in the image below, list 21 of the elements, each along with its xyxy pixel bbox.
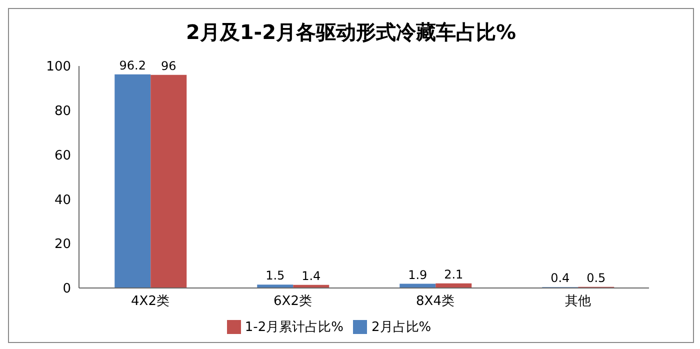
data-label: 2.1: [444, 267, 464, 282]
data-label: 0.5: [586, 270, 606, 285]
y-tick-label: 80: [54, 104, 71, 120]
data-label: 96: [160, 58, 176, 73]
x-tick-label: 4X2类: [131, 294, 170, 310]
legend-label: 1-2月累计占比%: [244, 320, 344, 335]
y-tick-label: 100: [46, 60, 71, 75]
x-tick-label: 8X4类: [416, 294, 454, 310]
legend-label: 2月占比%: [371, 320, 432, 335]
x-tick-label: 其他: [564, 294, 591, 310]
data-label: 1.4: [302, 268, 321, 283]
data-label: 0.4: [550, 271, 570, 286]
data-label: 96.2: [119, 58, 146, 72]
y-tick-label: 0: [62, 282, 71, 297]
x-tick-label: 6X2类: [274, 294, 312, 310]
y-tick-label: 20: [54, 237, 71, 252]
y-tick-label: 60: [54, 148, 71, 164]
y-tick-label: 40: [54, 192, 71, 208]
chart-title: 2月及1-2月各驱动形式冷藏车占比%: [184, 19, 518, 46]
data-label: 1.9: [408, 268, 428, 282]
data-label: 1.5: [266, 268, 285, 283]
